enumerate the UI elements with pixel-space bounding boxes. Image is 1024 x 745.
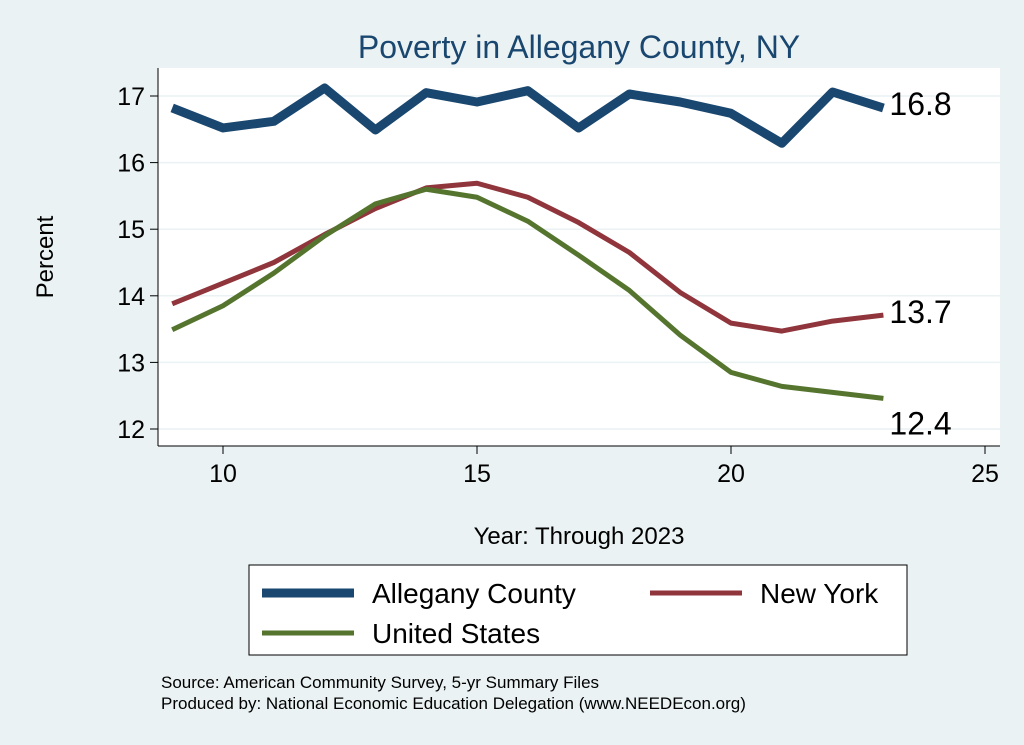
legend: Allegany County New York United States: [248, 564, 908, 656]
producer-note: Produced by: National Economic Education…: [161, 694, 746, 713]
x-tick-label: 25: [971, 460, 999, 488]
y-tick-label: 13: [117, 349, 145, 377]
legend-label: United States: [372, 618, 540, 649]
end-value-label: 16.8: [889, 86, 951, 122]
x-tick-label: 15: [463, 460, 491, 488]
end-value-label: 13.7: [889, 294, 951, 330]
legend-label: New York: [760, 578, 879, 609]
chart-title: Poverty in Allegany County, NY: [358, 29, 800, 65]
y-tick-label: 12: [117, 416, 145, 444]
x-axis-label: Year: Through 2023: [474, 523, 685, 550]
end-value-label: 12.4: [889, 405, 951, 441]
y-axis-label: Percent: [32, 215, 59, 298]
legend-box: [248, 564, 908, 656]
x-tick-label: 10: [209, 460, 237, 488]
y-tick-label: 16: [117, 150, 145, 178]
y-tick-label: 17: [117, 83, 145, 111]
legend-label: Allegany County: [372, 578, 576, 609]
x-tick-label: 20: [717, 460, 745, 488]
y-tick-label: 14: [117, 283, 145, 311]
source-note: Source: American Community Survey, 5-yr …: [161, 673, 599, 692]
y-tick-label: 15: [117, 216, 145, 244]
